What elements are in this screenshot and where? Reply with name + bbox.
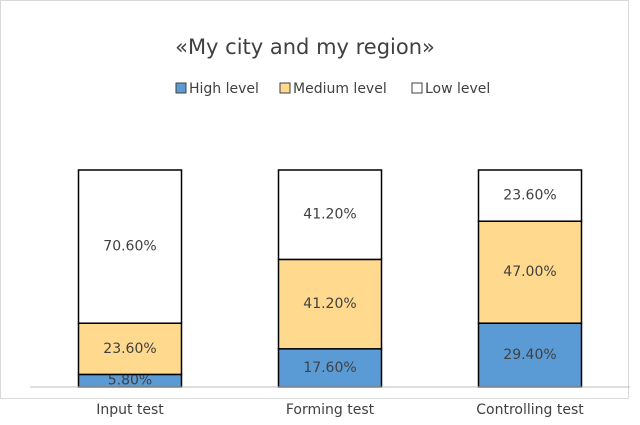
legend-swatch [175,82,187,94]
data-label: 41.20% [303,296,356,312]
legend-swatch [279,82,291,94]
bar-segment [477,169,583,222]
data-label: 29.40% [503,347,556,363]
bar-segment [477,322,583,388]
legend-label: Low level [425,81,490,97]
bar-segment [277,169,383,261]
data-label: 41.20% [303,207,356,223]
data-label: 17.60% [303,360,356,376]
legend-label: High level [189,81,259,97]
chart-title: «My city and my region» [175,35,435,59]
legend-swatch [411,82,423,94]
legend-label: Medium level [293,81,387,97]
data-label: 70.60% [103,239,156,255]
x-tick-label: Controlling test [476,402,584,418]
data-label: 5.80% [108,373,152,389]
data-label: 23.60% [503,188,556,204]
x-tick-label: Input test [96,402,164,418]
data-label: 23.60% [103,341,156,357]
bar-segment [77,169,183,324]
x-tick-label: Forming test [286,402,375,418]
data-label: 47.00% [503,264,556,280]
bar-segment [277,258,383,350]
